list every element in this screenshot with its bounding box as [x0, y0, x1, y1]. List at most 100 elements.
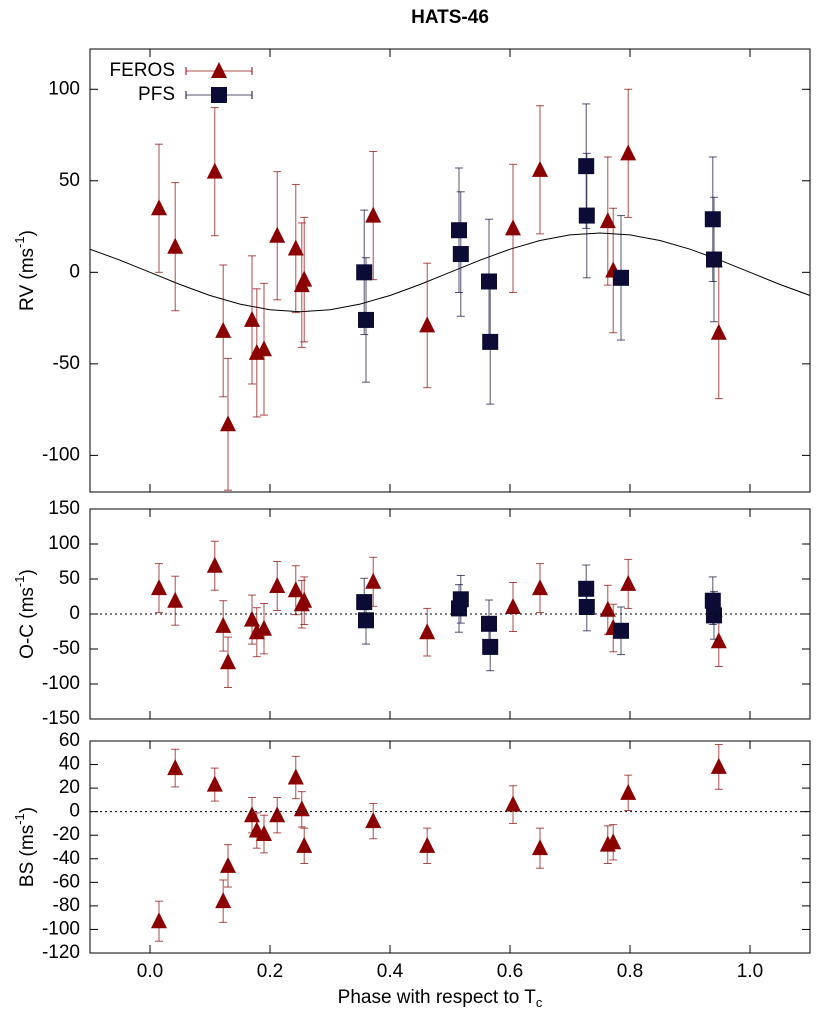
- marker: [599, 212, 616, 229]
- y-tick-label: 40: [59, 754, 80, 775]
- marker: [599, 600, 616, 617]
- marker: [287, 581, 304, 598]
- marker: [269, 226, 286, 243]
- x-tick-label: 1.0: [737, 961, 763, 982]
- marker: [215, 892, 232, 909]
- marker: [206, 556, 223, 573]
- marker: [505, 219, 521, 236]
- x-axis-label-sub: c: [536, 995, 543, 1010]
- y-tick-label: -50: [53, 353, 80, 374]
- y-tick-label: -40: [53, 848, 80, 869]
- marker: [704, 211, 721, 228]
- frame: [89, 740, 811, 954]
- marker: [269, 577, 286, 593]
- marker: [167, 759, 184, 776]
- marker: [482, 333, 499, 350]
- marker: [419, 623, 436, 640]
- plot-area: [151, 744, 727, 942]
- marker: [358, 311, 374, 328]
- frame: [89, 508, 811, 720]
- marker: [206, 162, 223, 179]
- marker: [578, 207, 595, 224]
- marker: [215, 321, 232, 338]
- marker: [296, 591, 313, 608]
- marker: [620, 574, 637, 591]
- y-tick-label: 150: [48, 498, 80, 519]
- marker: [710, 632, 727, 649]
- marker: [710, 323, 727, 340]
- marker: [206, 775, 223, 792]
- y-tick-label: 50: [59, 568, 80, 589]
- marker: [256, 619, 272, 636]
- marker: [706, 251, 722, 268]
- marker: [358, 612, 374, 629]
- marker: [220, 856, 236, 873]
- marker: [356, 594, 373, 611]
- marker: [211, 87, 227, 103]
- marker: [296, 270, 313, 287]
- marker: [613, 622, 629, 639]
- y-tick-label: -60: [53, 871, 80, 892]
- y-axis-label-text: O-C (ms: [17, 587, 38, 659]
- marker: [605, 833, 622, 850]
- marker: [481, 273, 497, 290]
- frame: [89, 48, 811, 493]
- marker: [481, 615, 497, 632]
- marker: [296, 836, 313, 853]
- marker: [244, 310, 260, 327]
- marker: [578, 158, 595, 175]
- y-tick-label: 100: [48, 533, 80, 554]
- y-tick-label: -100: [42, 444, 80, 465]
- y-tick-label: 20: [59, 777, 80, 798]
- y-tick-label: 0: [69, 261, 80, 282]
- y-axis-label-sup: -1: [12, 813, 27, 825]
- marker: [293, 800, 310, 817]
- marker: [244, 806, 260, 823]
- marker: [151, 199, 167, 216]
- y-axis-label-text: BS (ms: [17, 825, 38, 887]
- x-tick-label: 0.2: [257, 961, 283, 982]
- y-axis-label: O-C (ms-1): [12, 569, 38, 659]
- marker: [167, 591, 184, 608]
- y-axis-label-tail: ): [17, 230, 38, 236]
- marker: [482, 638, 499, 655]
- marker: [269, 806, 286, 823]
- y-axis-label-text: RV (ms: [17, 248, 38, 311]
- marker: [151, 912, 167, 929]
- marker: [211, 62, 227, 78]
- y-tick-label: -20: [53, 824, 80, 845]
- x-tick-label: 0.0: [137, 961, 163, 982]
- marker: [706, 607, 722, 624]
- marker: [356, 264, 373, 281]
- y-axis-label-tail: ): [17, 569, 38, 575]
- marker: [419, 836, 436, 853]
- y-axis-label: BS (ms-1): [12, 807, 38, 887]
- marker: [365, 206, 382, 223]
- marker: [451, 222, 467, 239]
- legend-label: FEROS: [110, 60, 175, 81]
- y-tick-label: 50: [59, 170, 80, 191]
- y-tick-label: 0: [69, 801, 80, 822]
- marker: [287, 239, 304, 256]
- marker: [452, 246, 469, 263]
- y-tick-label: -150: [42, 708, 80, 729]
- marker: [578, 599, 595, 615]
- chart-title: HATS-46: [411, 7, 489, 28]
- marker: [620, 783, 637, 800]
- x-tick-label: 0.4: [377, 961, 404, 982]
- marker: [167, 237, 184, 254]
- legend-label: PFS: [138, 84, 175, 105]
- marker: [365, 572, 382, 589]
- plot-area: [90, 88, 810, 491]
- y-tick-label: -80: [53, 895, 80, 916]
- marker: [532, 579, 548, 596]
- marker: [704, 592, 721, 609]
- y-tick-label: -100: [42, 918, 80, 939]
- x-tick-label: 0.6: [497, 961, 523, 982]
- y-axis-label-sup: -1: [12, 576, 27, 588]
- marker: [256, 340, 272, 357]
- marker: [452, 591, 469, 608]
- y-tick-label: -120: [42, 942, 80, 963]
- plot-area: [151, 540, 727, 688]
